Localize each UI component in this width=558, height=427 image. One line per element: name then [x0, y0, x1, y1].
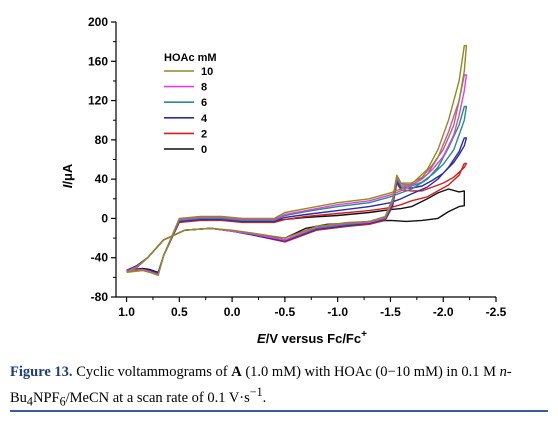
y-tick-label: 80 [95, 133, 109, 147]
caption-text-3: -Bu [10, 364, 512, 406]
bottom-rule [10, 410, 548, 412]
x-tick-label: -1.0 [327, 305, 348, 319]
series-line-8-mM [126, 74, 468, 276]
y-tick-label: -80 [91, 290, 109, 304]
x-tick-label: -1.5 [380, 305, 401, 319]
legend-title: HOAc mM [164, 52, 217, 64]
caption-sub6: 6 [59, 394, 66, 409]
x-tick-label: 0.0 [224, 305, 241, 319]
series-line-10-mM [126, 44, 468, 277]
legend-label: 0 [201, 144, 207, 156]
series-line-4-mM [126, 137, 468, 275]
y-tick-label: 40 [95, 172, 109, 186]
caption-text-5: /MeCN at a scan rate of 0.1 V·s [65, 389, 250, 406]
legend-label: 8 [201, 82, 207, 94]
figure-caption: Figure 13. Cyclic voltammograms of A (1.… [10, 362, 548, 412]
legend: HOAc mM 10 8 6 4 2 0 [164, 52, 217, 156]
caption-sup: −1 [249, 385, 263, 399]
caption-text-6: . [262, 389, 267, 406]
y-axis-label: I/μA [60, 163, 75, 188]
caption-text-2: (1.0 mM) with HOAc (0−10 mM) in 0.1 M [241, 364, 500, 380]
legend-label: 10 [201, 66, 213, 78]
x-tick-label: 0.5 [171, 305, 188, 319]
caption-text-1: Cyclic voltammograms of [72, 364, 232, 380]
legend-label: 4 [201, 113, 208, 125]
caption-sub4: 4 [26, 394, 33, 409]
caption-text-4: NPF [32, 389, 60, 406]
x-tick-label: -0.5 [275, 305, 296, 319]
x-tick-label: -2.5 [486, 305, 507, 319]
y-tick-label: 200 [88, 15, 108, 29]
y-tick-label: 120 [88, 94, 108, 108]
series-line-0-mM [126, 188, 465, 274]
x-tick-label: 1.0 [118, 305, 135, 319]
cv-chart: 1.0 0.5 0.0 -0.5 -1.0 -1.5 -2.0 -2.5-80-4004080… [60, 15, 507, 346]
y-tick-label: 0 [101, 211, 108, 225]
y-tick-label: -40 [91, 251, 109, 265]
caption-compound: A [231, 364, 242, 380]
x-tick-label: -2.0 [433, 305, 454, 319]
series-lines [126, 44, 468, 277]
caption-n: n [499, 364, 507, 380]
caption-lead: Figure 13. [10, 364, 73, 380]
axis-ticks: 1.0 0.5 0.0 -0.5 -1.0 -1.5 -2.0 -2.5-80-4004080… [88, 15, 507, 319]
x-axis-label: E/V versus Fc/Fc+ [257, 329, 367, 346]
legend-label: 2 [201, 128, 207, 140]
y-tick-label: 160 [88, 54, 108, 68]
legend-label: 6 [201, 97, 207, 109]
